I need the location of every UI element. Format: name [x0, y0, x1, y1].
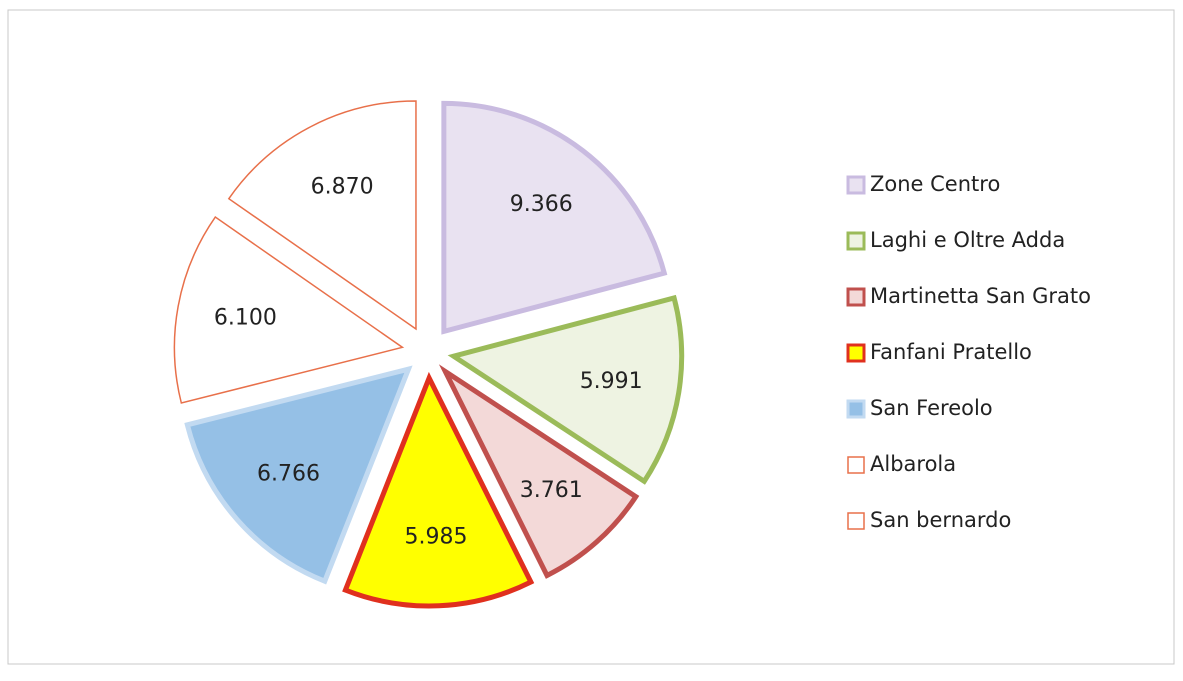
pie-slice — [342, 371, 535, 609]
pie-slice — [184, 365, 413, 585]
legend-label: San Fereolo — [870, 396, 993, 420]
data-label: 6.766 — [257, 461, 320, 486]
legend-swatch — [847, 512, 865, 530]
legend-label: Laghi e Oltre Adda — [870, 228, 1065, 252]
legend-swatch — [847, 456, 865, 474]
legend-label: Fanfani Pratello — [870, 340, 1032, 364]
legend-label: Martinetta San Grato — [870, 284, 1091, 308]
legend-label: Albarola — [870, 452, 956, 476]
legend-label: San bernardo — [870, 508, 1011, 532]
data-label: 6.870 — [311, 174, 374, 199]
pie-slice — [173, 216, 405, 404]
data-label: 3.761 — [520, 478, 583, 503]
pie-slice — [447, 294, 685, 485]
pie-slice — [441, 100, 668, 335]
legend-label: Zone Centro — [870, 172, 1000, 196]
legend-swatch — [846, 231, 866, 251]
legend-swatch — [846, 343, 866, 363]
legend-swatch — [846, 287, 866, 307]
data-label: 9.366 — [510, 192, 573, 217]
legend-swatch — [846, 175, 866, 195]
legend-swatch — [846, 399, 866, 419]
data-label: 5.985 — [405, 524, 468, 549]
data-label: 5.991 — [580, 369, 643, 394]
pie-slice — [438, 364, 640, 579]
pie-slice — [227, 100, 417, 331]
data-label: 6.100 — [214, 306, 277, 331]
